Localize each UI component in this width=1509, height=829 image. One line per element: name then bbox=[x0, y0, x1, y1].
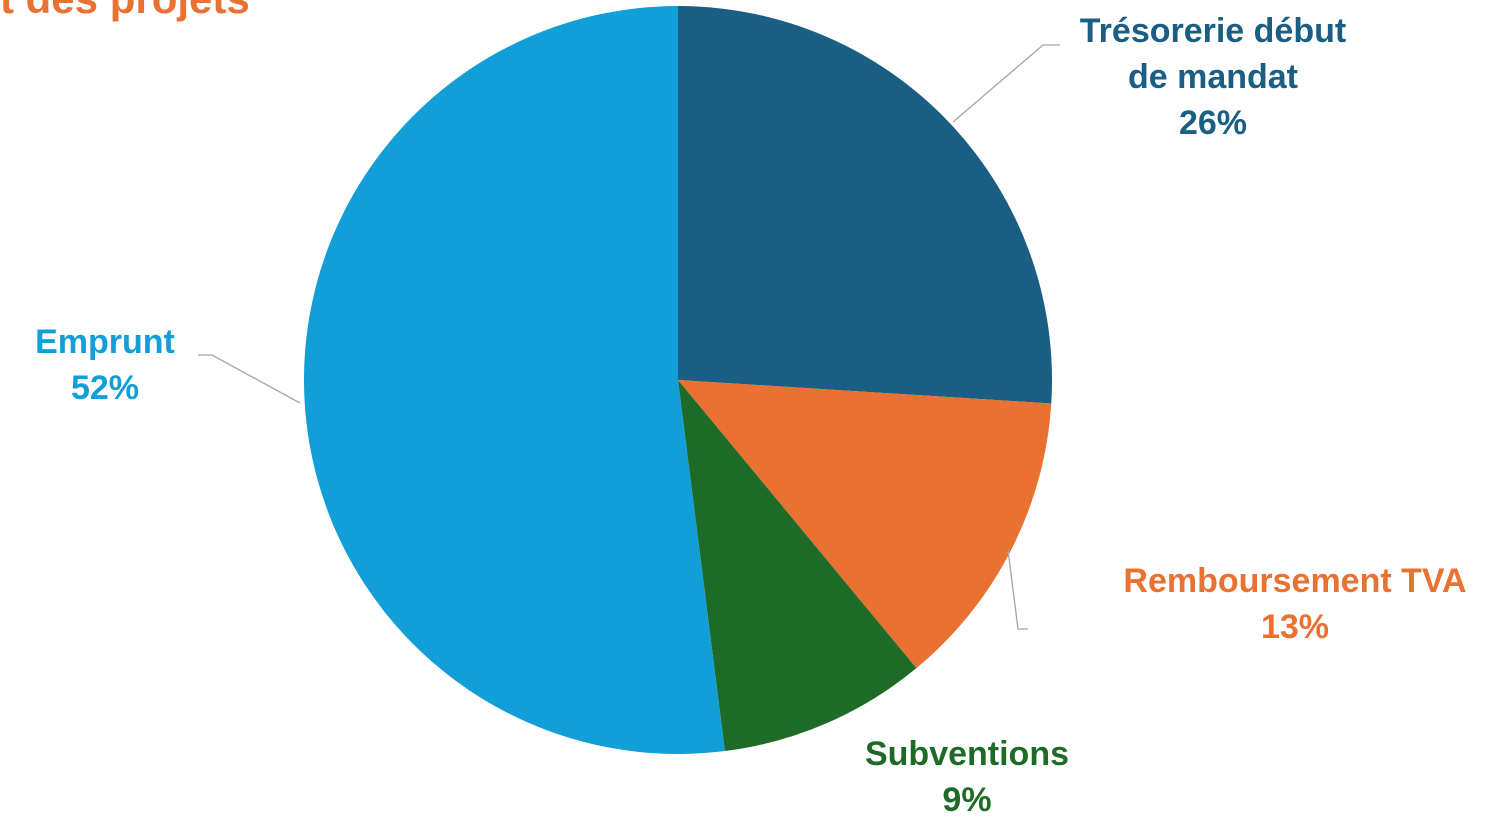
slice-category-label: Remboursement TVA bbox=[1123, 562, 1466, 600]
leader-line-tresorerie bbox=[952, 44, 1060, 123]
pie-slice-emprunt bbox=[303, 5, 725, 754]
slice-labels: Trésorerie début de mandat 26% Remboursemen… bbox=[35, 12, 1467, 819]
slice-label-subventions: Subventions 9% bbox=[865, 735, 1069, 819]
slice-value-label: 9% bbox=[942, 781, 991, 819]
leader-line-remboursement-tva bbox=[1007, 549, 1028, 630]
slice-label-remboursement-tva: Remboursement TVA 13% bbox=[1123, 562, 1466, 646]
slice-category-label: Emprunt bbox=[35, 323, 175, 361]
slice-category-label: Trésorerie début bbox=[1080, 12, 1346, 50]
pie-slice-tresorerie bbox=[678, 6, 1052, 404]
slice-category-label: Subventions bbox=[865, 735, 1069, 773]
slice-label-emprunt: Emprunt 52% bbox=[35, 323, 175, 407]
slice-label-tresorerie: Trésorerie début de mandat 26% bbox=[1080, 12, 1346, 142]
pie-slice-subventions bbox=[678, 380, 917, 752]
slice-value-label: 13% bbox=[1261, 608, 1329, 646]
slice-value-label: 26% bbox=[1179, 104, 1247, 142]
chart-title: t des projets bbox=[0, 0, 250, 20]
slice-category-label: de mandat bbox=[1128, 58, 1298, 96]
pie-slices bbox=[303, 5, 1052, 754]
pie-slice-remboursement-tva bbox=[678, 380, 1052, 669]
slice-value-label: 52% bbox=[71, 369, 139, 407]
leader-lines bbox=[198, 44, 1060, 630]
leader-line-emprunt bbox=[198, 354, 301, 404]
